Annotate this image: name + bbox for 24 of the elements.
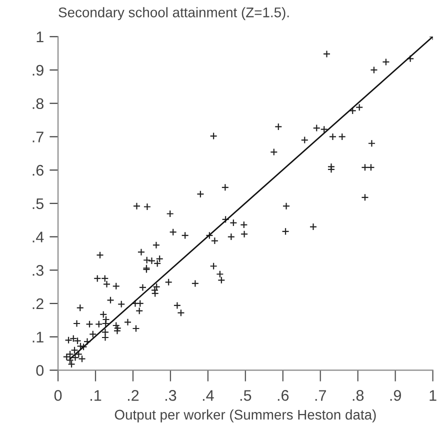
y-tick-label: .9 <box>32 64 44 76</box>
chart-title: Secondary school attainment (Z=1.5). <box>58 7 289 20</box>
y-tick-label: .6 <box>32 164 44 176</box>
x-tick-label: .6 <box>278 390 289 401</box>
y-tick-label: .2 <box>32 298 44 310</box>
x-tick-label: .2 <box>128 390 139 401</box>
y-tick-label: .8 <box>32 98 44 110</box>
x-tick-label: .5 <box>240 390 252 401</box>
x-axis-title: Output per worker (Summers Heston data) <box>114 409 376 422</box>
x-tick-label: 1 <box>430 390 436 401</box>
y-tick-label: .5 <box>32 198 44 210</box>
x-tick-label: .4 <box>202 390 214 401</box>
y-tick-label: .7 <box>32 132 44 142</box>
x-tick-label: 0 <box>54 390 62 401</box>
x-tick-label: .9 <box>390 390 401 401</box>
x-tick-label: .3 <box>165 390 176 401</box>
y-tick-label: .4 <box>32 232 44 242</box>
y-tick-label: 1 <box>36 32 44 42</box>
y-tick-label: .1 <box>32 332 44 342</box>
y-tick-label: 0 <box>36 365 44 376</box>
x-tick-label: .7 <box>315 390 326 401</box>
y-tick-label: .3 <box>32 264 44 276</box>
x-tick-label: .8 <box>352 390 364 401</box>
x-tick-label: .1 <box>90 390 102 401</box>
